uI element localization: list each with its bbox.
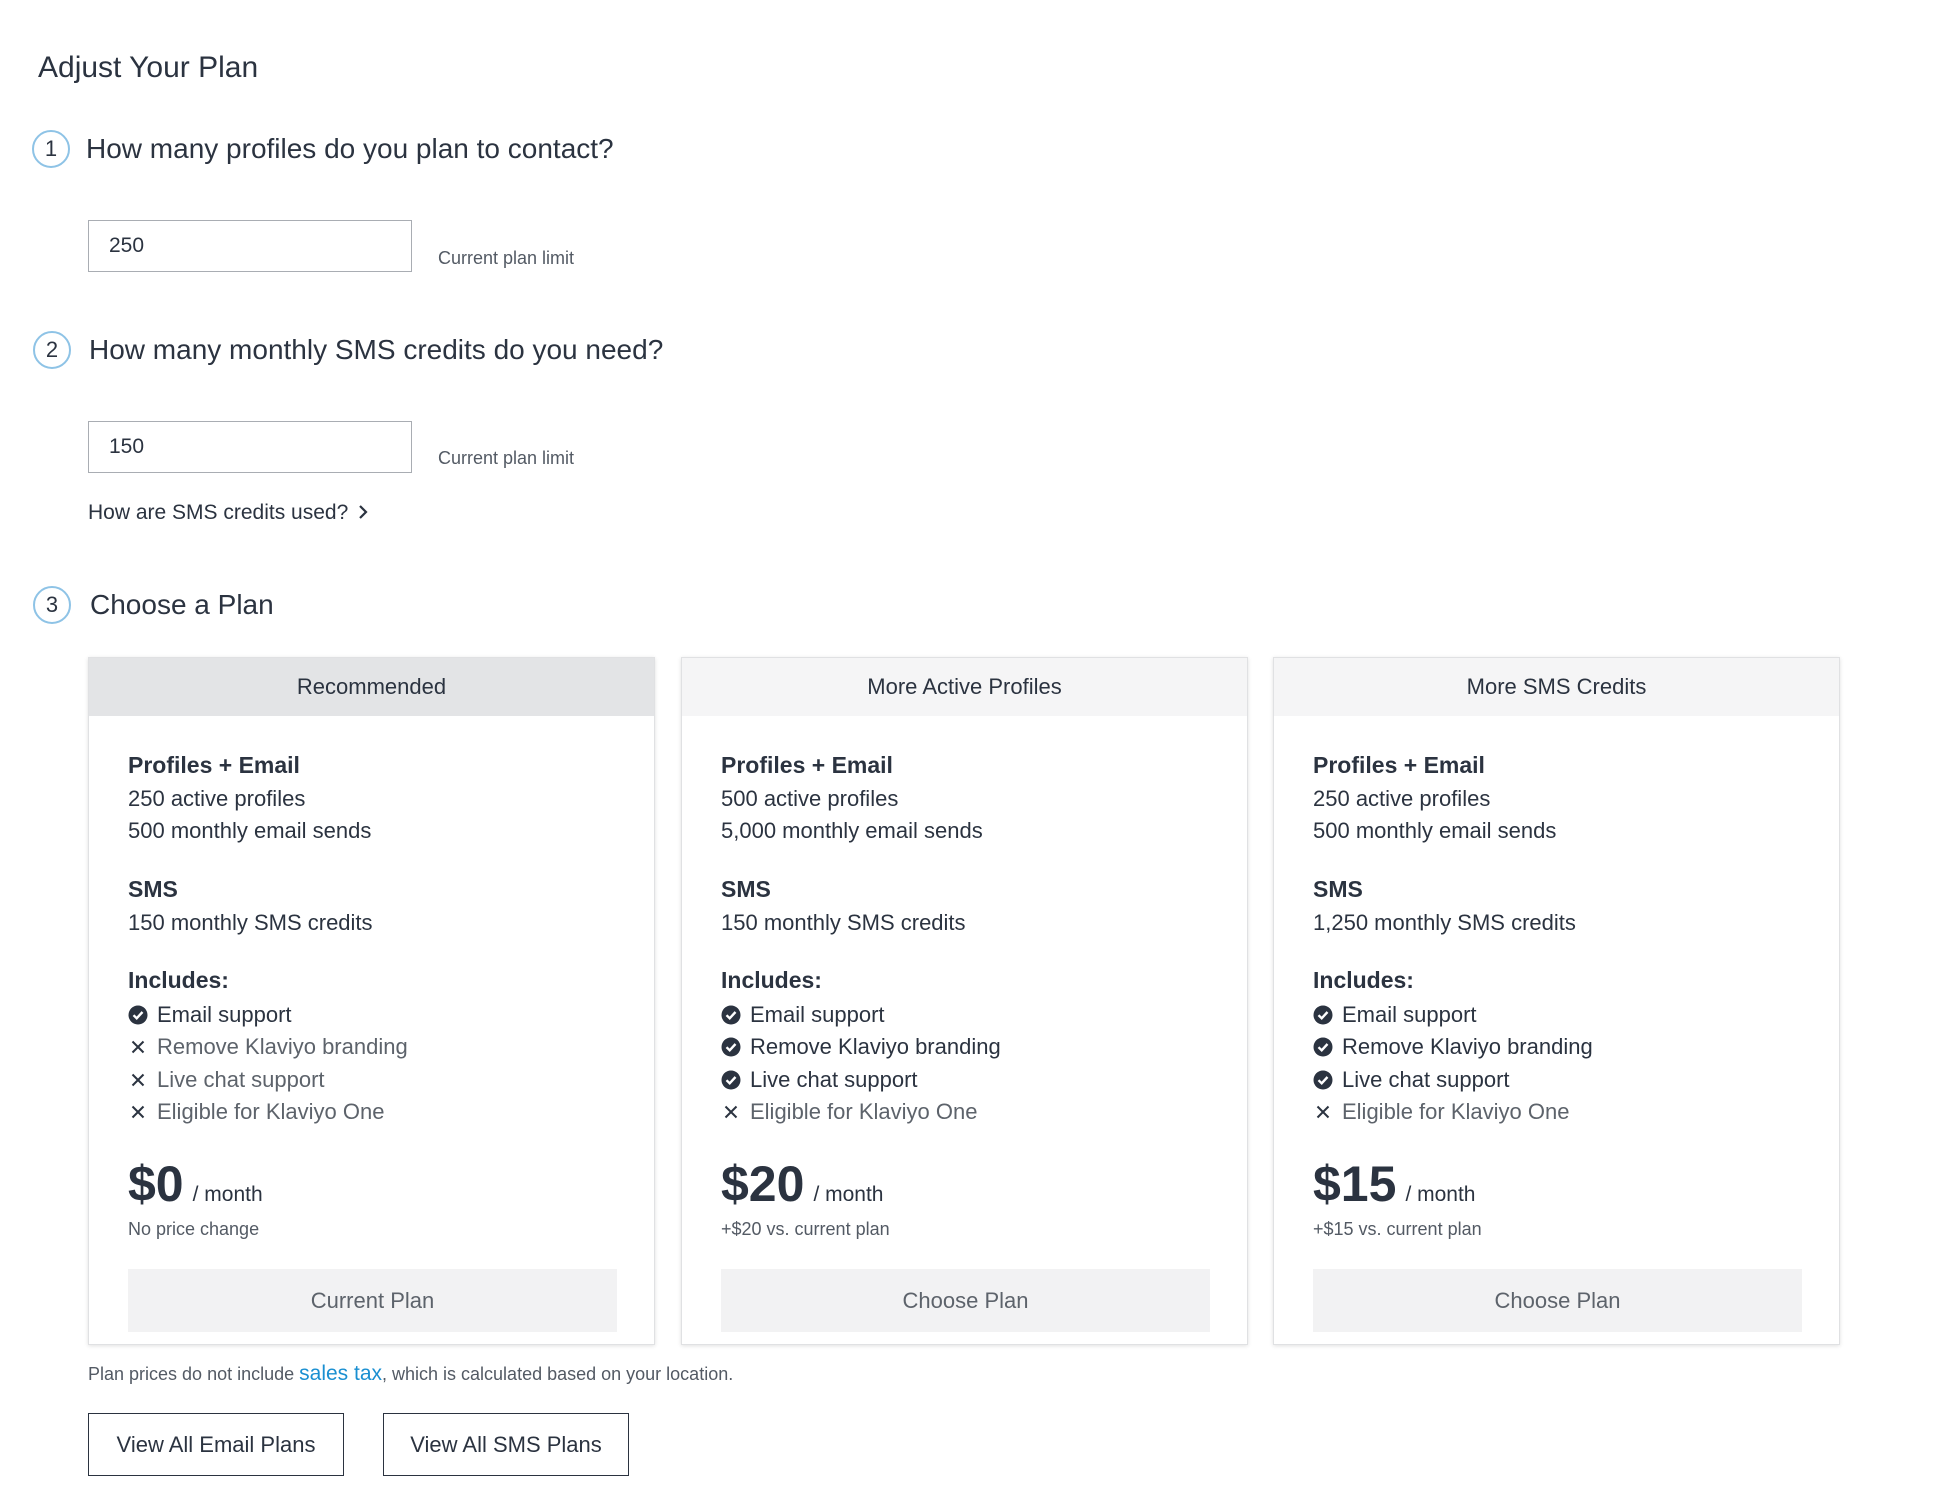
check-icon [721,1005,741,1025]
step-question: How many monthly SMS credits do you need… [89,334,664,365]
page-title: Adjust Your Plan [38,51,259,84]
feature: Remove Klaviyo branding [750,1034,1001,1060]
x-icon [131,1073,145,1086]
price-note: No price change [128,1219,260,1239]
link-text[interactable]: How are SMS credits used? [88,501,349,524]
section-line: 150 monthly SMS credits [128,910,373,935]
input-hint: Current plan limit [438,248,575,268]
feature: Email support [750,1002,885,1027]
card-header: More SMS Credits [1274,658,1839,716]
plan-button[interactable]: Current Plan [128,1269,617,1332]
price-row: $0 / month [128,1154,263,1227]
feature: Eligible for Klaviyo One [750,1098,978,1124]
plan-button[interactable]: Choose Plan [1313,1269,1802,1332]
x-icon [131,1041,145,1054]
price-row: $20 / month [721,1154,883,1227]
feature: Eligible for Klaviyo One [1342,1098,1570,1124]
section-line: 5,000 monthly email sends [721,818,983,843]
section-title: SMS [1313,876,1363,902]
plan-button[interactable]: Choose Plan [721,1269,1210,1332]
feature: Email support [1342,1002,1477,1027]
view-email-plans-button[interactable]: View All Email Plans [88,1413,344,1476]
section-line: 500 monthly email sends [128,818,372,843]
card-header: Recommended [89,658,654,716]
section-title: Profiles + Email [721,752,893,778]
check-icon [1313,1005,1333,1025]
sms-help-link[interactable]: How are SMS credits used? [88,500,370,526]
price: $0 [128,1156,184,1212]
chevron-icon [359,505,368,519]
includes-title: Includes: [1313,967,1414,993]
price-unit: / month [192,1183,263,1206]
check-icon [1313,1037,1333,1057]
step-question: How many profiles do you plan to contact… [86,133,614,164]
feature: Live chat support [750,1066,918,1092]
section-title: Profiles + Email [128,752,300,778]
feature: Remove Klaviyo branding [157,1034,408,1060]
feature: Remove Klaviyo branding [1342,1034,1593,1060]
section-line: 150 monthly SMS credits [721,910,966,935]
check-icon [128,1005,148,1025]
x-icon [131,1105,145,1119]
plan-card: More Active Profiles Profiles + Email 500 … [681,657,1248,1345]
check-icon [721,1037,741,1057]
plan-card: More SMS Credits Profiles + Email 250 acti… [1273,657,1840,1345]
feature: Live chat support [1342,1066,1510,1092]
section-line: 1,250 monthly SMS credits [1313,910,1576,935]
check-icon [1313,1070,1333,1090]
profiles-input[interactable]: 250 [88,220,412,272]
x-icon [1316,1105,1330,1119]
view-sms-plans-button[interactable]: View All SMS Plans [383,1413,629,1476]
section-title: Profiles + Email [1313,752,1485,778]
price: $15 [1313,1156,1397,1212]
price-note: +$20 vs. current plan [721,1219,890,1239]
price: $20 [721,1156,805,1212]
price-unit: / month [1405,1183,1476,1206]
section-title: SMS [128,876,178,902]
tax-note: Plan prices do not include sales tax, wh… [88,1362,733,1386]
step-question: Choose a Plan [90,589,274,620]
feature: Eligible for Klaviyo One [157,1098,385,1124]
price-note: +$15 vs. current plan [1313,1219,1482,1239]
x-icon [724,1105,738,1119]
step-number: 1 [32,130,70,168]
plan-card: Recommended Profiles + Email 250 active pr… [88,657,655,1345]
note-text: Plan prices do not include [88,1364,300,1384]
section-title: SMS [721,876,771,902]
sales-tax-link[interactable]: sales tax [299,1362,383,1385]
price-row: $15 / month [1313,1154,1475,1227]
step-number: 3 [33,586,71,624]
feature: Email support [157,1002,292,1027]
section-line: 250 active profiles [1313,786,1491,811]
section-line: 500 active profiles [721,786,899,811]
input-hint: Current plan limit [438,448,575,468]
note-text: , which is calculated based on your loca… [382,1364,734,1384]
card-header: More Active Profiles [682,658,1247,716]
includes-title: Includes: [128,967,229,993]
section-line: 250 active profiles [128,786,306,811]
section-line: 500 monthly email sends [1313,818,1557,843]
sms-input[interactable]: 150 [88,421,412,473]
includes-title: Includes: [721,967,822,993]
feature: Live chat support [157,1066,325,1092]
step-number: 2 [33,331,71,369]
price-unit: / month [813,1183,884,1206]
check-icon [721,1070,741,1090]
